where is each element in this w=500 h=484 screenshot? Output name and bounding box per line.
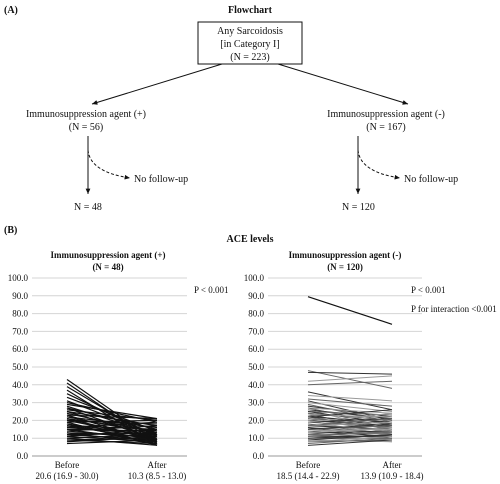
chart-1-subject-line-12 [307,407,393,414]
chart-1-ytick-4: 40.0 [248,380,264,390]
chart-0-ytick-10: 100.0 [8,273,29,283]
chart-0-xsublabel-0: 20.6 (16.9 - 30.0) [36,471,99,481]
chart-1-subject-line-58 [307,437,393,445]
chart-immunosuppression-minus: Immunosuppression agent (-) (N = 120) 0.0 1… [244,250,497,481]
chart-1-annotation-0: P < 0.001 [411,285,446,295]
chart-1-ytick-2: 20.0 [248,415,264,425]
chart-0-subject-line-17 [66,414,158,420]
right-final-n: N = 120 [342,202,375,213]
chart-1-subject-line-50 [307,409,393,418]
chart-0-ytick-1: 10.0 [12,433,28,443]
root-box [197,21,303,65]
chart-0-subject-line-31 [66,421,158,429]
chart-1-subtitle: (N = 120) [327,262,363,272]
chart-0-annotation-0: P < 0.001 [194,285,229,295]
chart-0-ytick-3: 30.0 [12,398,28,408]
chart-1-subject-line-56 [307,434,393,441]
chart-0-ytick-8: 80.0 [12,309,28,319]
chart-1-ytick-3: 30.0 [248,398,264,408]
chart-0-xsublabel-1: 10.3 (8.5 - 13.0) [128,471,187,481]
arrow-root-to-left [91,63,223,105]
chart-1-subject-line-6 [307,394,393,402]
ace-levels-title: ACE levels [227,234,274,245]
chart-1-ytick-6: 60.0 [248,344,264,354]
chart-0-ytick-7: 70.0 [12,326,28,336]
chart-0-subject-line-46 [66,435,158,443]
left-group-name: Immunosuppression agent (+) [26,109,146,120]
chart-1-subject-line-53 [307,423,393,430]
chart-1-subject-line-2 [307,371,393,375]
arrow-right-exit [357,149,401,180]
chart-1-subject-line-1 [307,370,393,389]
chart-0-subject-line-40 [66,428,158,438]
chart-1-ytick-10: 100.0 [244,273,265,283]
chart-0-subject-line-47 [66,439,158,445]
chart-1-ytick-0: 0.0 [253,451,265,461]
chart-1-ytick-5: 50.0 [248,362,264,372]
chart-1-subject-line-55 [307,430,393,437]
chart-immunosuppression-plus: Immunosuppression agent (+) (N = 48) 0.0 10… [8,250,229,481]
chart-0-subject-line-38 [66,432,158,436]
panel-b-label: (B) [4,225,17,236]
chart-1-subject-line-23 [307,416,393,423]
chart-0-xlabel-1: After [148,460,167,470]
arrow-left-exit [87,149,131,180]
chart-0-subject-line-18 [66,416,158,436]
chart-1-subject-line-57 [307,435,393,443]
chart-0-subject-line-25 [66,419,158,423]
chart-1-subject-line-7 [307,398,393,407]
arrow-root-to-right [277,63,409,105]
right-exit-label: No follow-up [404,174,458,185]
chart-1-subject-line-14 [307,409,393,420]
chart-0-ytick-9: 90.0 [12,291,28,301]
chart-0-subject-line-43 [66,434,158,439]
left-exit-label: No follow-up [134,174,188,185]
chart-0-xlabel-0: Before [55,460,80,470]
chart-1-annotation-1: P for interaction <0.001 [411,304,497,314]
root-box-line-3: (N = 223) [230,52,270,63]
chart-1-ytick-9: 90.0 [248,291,264,301]
flowchart-title: Flowchart [228,5,273,16]
chart-1-subject-line-33 [307,421,393,427]
chart-0-subtitle: (N = 48) [92,262,123,272]
chart-1-subject-line-51 [307,412,393,423]
chart-0-title: Immunosuppression agent (+) [51,250,166,260]
chart-1-subject-line-0 [307,296,393,325]
chart-1-subject-line-54 [307,427,393,434]
root-box-line-1: Any Sarcoidosis [217,26,283,37]
chart-0-ytick-0: 0.0 [17,451,29,461]
chart-1-xlabel-0: Before [296,460,321,470]
chart-1-ytick-8: 80.0 [248,309,264,319]
chart-0-subject-line-8 [66,403,158,420]
chart-1-subject-line-9 [307,402,393,412]
chart-0-ytick-4: 40.0 [12,380,28,390]
chart-0-ytick-2: 20.0 [12,415,28,425]
left-group-n: (N = 56) [69,122,104,133]
left-final-n: N = 48 [74,202,102,213]
chart-1-subject-line-29 [307,418,393,423]
chart-1-ytick-1: 10.0 [248,433,264,443]
right-group-n: (N = 167) [366,122,406,133]
root-box-line-2: [in Category I] [220,39,279,50]
chart-1-xlabel-1: After [383,460,402,470]
chart-1-subject-line-59 [307,439,393,446]
chart-1-subject-line-52 [307,418,393,427]
chart-0-ytick-5: 50.0 [12,362,28,372]
chart-1-subject-line-5 [307,391,393,411]
right-group-name: Immunosuppression agent (-) [327,109,445,120]
chart-1-subject-line-41 [307,430,393,434]
chart-1-subject-line-4 [307,380,393,386]
chart-1-title: Immunosuppression agent (-) [289,250,402,260]
chart-1-xsublabel-0: 18.5 (14.4 - 22.9) [277,471,340,481]
chart-1-subject-line-3 [307,375,393,382]
chart-0-subject-line-35 [66,425,158,432]
chart-1-xsublabel-1: 13.9 (10.9 - 18.4) [361,471,424,481]
chart-1-ytick-7: 70.0 [248,326,264,336]
panel-a-label: (A) [4,5,18,16]
chart-0-ytick-6: 60.0 [12,344,28,354]
